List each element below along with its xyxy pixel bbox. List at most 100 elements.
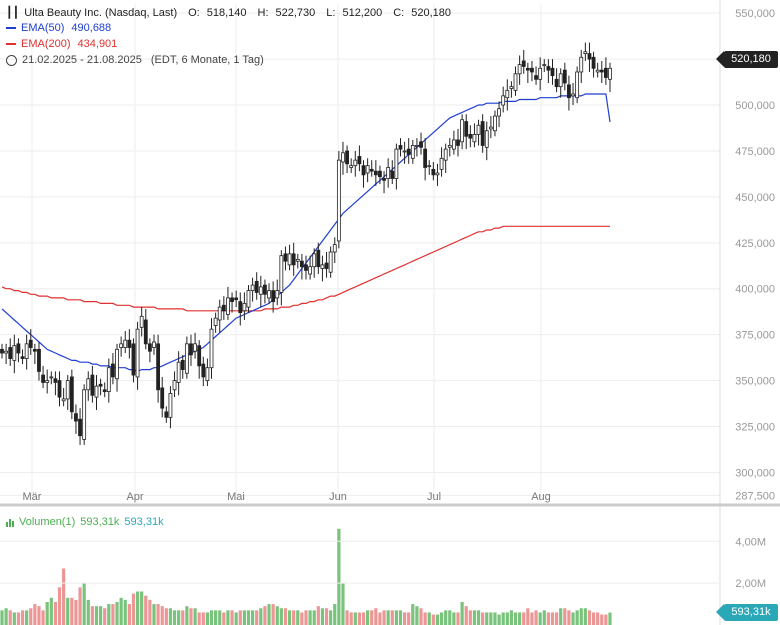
- volume-bar: [131, 593, 136, 625]
- candle-body: [497, 108, 501, 117]
- volume-bar: [497, 614, 501, 625]
- candle-body: [279, 255, 284, 293]
- volume-bar: [263, 606, 267, 625]
- volume-bar: [435, 614, 440, 625]
- high-value: 522,730: [275, 6, 316, 19]
- ema200-label: EMA(200): [21, 38, 71, 50]
- month-tick-label: Jun: [329, 491, 347, 503]
- volume-bar: [374, 608, 378, 625]
- candle-body: [102, 389, 107, 393]
- volume-bar: [608, 612, 612, 625]
- price-tick-label: 475,000: [735, 146, 775, 158]
- volume-legend[interactable]: Volumen(1) 593,31k 593,31k: [6, 516, 164, 528]
- candle-body: [517, 64, 522, 75]
- volume-bar: [357, 612, 362, 625]
- candle-body: [246, 290, 251, 308]
- volume-bar: [505, 612, 509, 625]
- candle-body: [135, 328, 140, 378]
- candle-body: [147, 343, 152, 352]
- volume-bar: [33, 604, 37, 625]
- open-label: O:: [188, 6, 200, 19]
- candle-body: [320, 264, 325, 269]
- candle-body: [291, 253, 296, 266]
- candle-body: [525, 67, 530, 71]
- candle-body: [4, 350, 9, 354]
- close-value: 520,180: [411, 6, 451, 19]
- volume-bar: [160, 606, 164, 625]
- volume-bar: [579, 608, 583, 625]
- volume-bar: [287, 610, 292, 625]
- volume-tick-label: 2,00M: [735, 578, 766, 590]
- volume-bar: [415, 606, 419, 625]
- volume-bar: [394, 610, 398, 625]
- volume-bar: [218, 610, 222, 625]
- volume-bar: [419, 608, 423, 625]
- volume-bar: [98, 606, 103, 625]
- candle-body: [341, 152, 345, 163]
- candle-body: [127, 339, 132, 348]
- candle-body: [382, 178, 386, 181]
- candle-body: [447, 145, 452, 148]
- candle-body: [12, 345, 17, 361]
- last-price-badge: 520,180: [716, 51, 778, 68]
- candle-body: [378, 170, 382, 178]
- volume-bar: [29, 608, 33, 625]
- volume-bar: [538, 612, 542, 625]
- candle-body: [53, 378, 58, 383]
- volume-bar: [382, 610, 386, 625]
- volume-bar: [144, 595, 148, 625]
- candle-body: [275, 290, 280, 299]
- volume-bar: [567, 610, 571, 625]
- price-tick-label: 350,000: [735, 376, 775, 388]
- volume-bar: [177, 610, 181, 625]
- volume-bar: [493, 612, 497, 625]
- month-tick-label: Aug: [531, 491, 551, 503]
- candle-body: [78, 418, 82, 437]
- ema50-swatch: [6, 27, 16, 29]
- candle-body: [349, 165, 354, 168]
- candle-body: [435, 172, 440, 176]
- volume-bar: [62, 568, 66, 625]
- volume-bar: [398, 610, 403, 625]
- clock-icon: [6, 54, 17, 66]
- candle-body: [184, 343, 189, 374]
- volume-bar: [242, 610, 246, 625]
- candle-body: [493, 115, 497, 132]
- candle-body: [464, 121, 469, 137]
- candle-body: [197, 345, 202, 367]
- candle-body: [98, 383, 103, 387]
- legend-ema50[interactable]: EMA(50) 490,688: [6, 22, 111, 34]
- volume-bar: [308, 610, 312, 625]
- volume-label: Volumen(1): [19, 516, 76, 528]
- candle-body: [226, 297, 230, 315]
- volume-bar: [283, 608, 288, 625]
- candle-body: [538, 67, 543, 80]
- candle-body: [328, 251, 333, 273]
- volume-bar: [575, 610, 579, 625]
- candle-body: [373, 170, 378, 176]
- volume-bar: [320, 608, 325, 625]
- candle-body: [595, 69, 600, 73]
- date-range: 21.02.2025 - 21.08.2025: [22, 54, 142, 66]
- candle-body: [299, 260, 304, 268]
- candle-body: [45, 380, 50, 383]
- ema200-value: 434,901: [77, 38, 118, 50]
- candle-body: [419, 141, 423, 148]
- candle-body: [353, 159, 358, 167]
- volume-bar: [16, 612, 21, 625]
- volume-bar: [94, 606, 99, 625]
- candle-body: [480, 121, 485, 146]
- candle-body: [451, 139, 456, 150]
- volume-bar: [267, 604, 271, 625]
- volume-bar: [378, 612, 382, 625]
- volume-bar: [25, 610, 29, 625]
- legend-ema200[interactable]: EMA(200) 434,901: [6, 38, 117, 50]
- range-note: (EDT, 6 Monate, 1 Tag): [150, 54, 264, 66]
- price-tick-label: 375,000: [735, 330, 775, 342]
- candle-body: [312, 253, 317, 268]
- volume-bar: [341, 583, 345, 625]
- candlestick-series: [0, 42, 612, 445]
- candle-body: [390, 170, 395, 179]
